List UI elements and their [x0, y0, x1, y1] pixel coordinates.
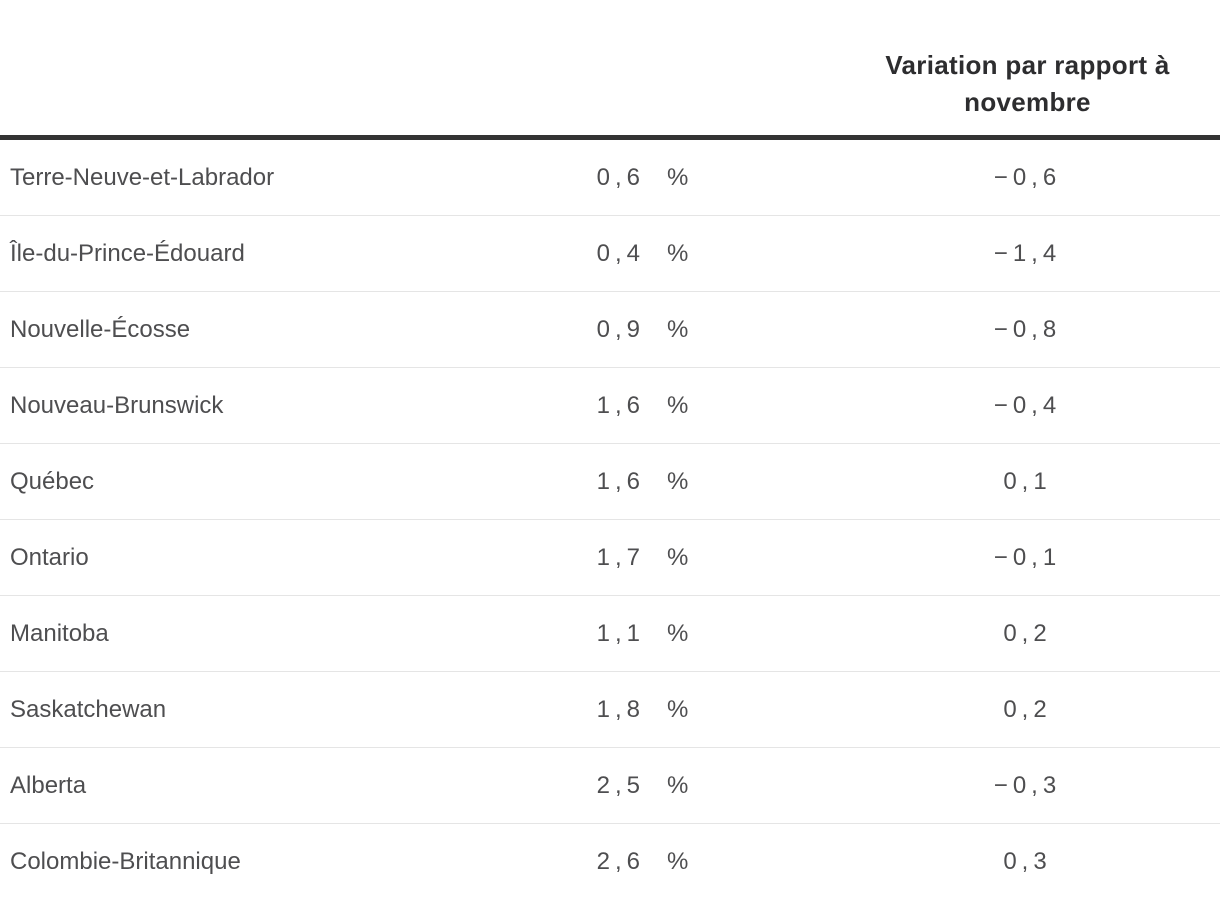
variation-column-header: Variation par rapport à novembre — [835, 47, 1220, 135]
rate-unit: % — [667, 848, 689, 875]
variation-value: −0,4 — [993, 391, 1062, 419]
variation-value: 0,2 — [1003, 619, 1052, 647]
rate-unit: % — [667, 467, 689, 495]
table-row: Colombie-Britannique 2,6 % 0,3 — [0, 824, 1220, 900]
province-name: Île-du-Prince-Édouard — [10, 239, 245, 267]
rate-value: 2,6 — [596, 848, 645, 875]
rate-value: 0,9 — [596, 315, 645, 343]
rate-value: 0,6 — [596, 163, 645, 191]
variation-value: −1,4 — [993, 239, 1062, 267]
province-name: Colombie-Britannique — [10, 848, 241, 875]
rate-value: 1,1 — [596, 619, 645, 647]
table-row: Nouveau-Brunswick 1,6 % −0,4 — [0, 368, 1220, 444]
rate-unit: % — [667, 315, 689, 343]
rate-unit: % — [667, 619, 689, 647]
variation-header-line2: novembre — [964, 87, 1091, 117]
rate-value: 1,6 — [596, 467, 645, 495]
rate-value: 1,6 — [596, 391, 645, 419]
rate-value: 1,7 — [596, 543, 645, 571]
table-row: Île-du-Prince-Édouard 0,4 % −1,4 — [0, 216, 1220, 292]
variation-value: 0,2 — [1003, 695, 1052, 723]
table-header: Variation par rapport à novembre — [0, 0, 1220, 140]
province-name: Ontario — [10, 543, 89, 571]
variation-value: 0,3 — [1003, 848, 1052, 875]
table-row: Ontario 1,7 % −0,1 — [0, 520, 1220, 596]
variation-value: −0,1 — [993, 543, 1062, 571]
variation-value: 0,1 — [1003, 467, 1052, 495]
rate-unit: % — [667, 771, 689, 799]
variation-value: −0,3 — [993, 771, 1062, 799]
rate-unit: % — [667, 239, 689, 267]
variation-header-line1: Variation par rapport à — [885, 50, 1170, 80]
table-body: Terre-Neuve-et-Labrador 0,6 % −0,6 Île-d… — [0, 140, 1220, 900]
province-name: Nouveau-Brunswick — [10, 391, 224, 419]
table-row: Nouvelle-Écosse 0,9 % −0,8 — [0, 292, 1220, 368]
rate-value: 1,8 — [596, 695, 645, 723]
province-name: Nouvelle-Écosse — [10, 315, 191, 343]
table-row: Québec 1,6 % 0,1 — [0, 444, 1220, 520]
province-name: Manitoba — [10, 619, 109, 647]
province-name: Saskatchewan — [10, 695, 167, 723]
table-row: Manitoba 1,1 % 0,2 — [0, 596, 1220, 672]
rate-unit: % — [667, 695, 689, 723]
rate-unit: % — [667, 543, 689, 571]
table-row: Terre-Neuve-et-Labrador 0,6 % −0,6 — [0, 140, 1220, 216]
rate-unit: % — [667, 391, 689, 419]
rate-value: 2,5 — [596, 771, 645, 799]
province-name: Québec — [10, 467, 95, 495]
rate-unit: % — [667, 163, 689, 191]
variation-value: −0,6 — [993, 163, 1062, 191]
rate-value: 0,4 — [596, 239, 645, 267]
table-row: Alberta 2,5 % −0,3 — [0, 748, 1220, 824]
province-name: Alberta — [10, 771, 87, 799]
province-name: Terre-Neuve-et-Labrador — [10, 163, 275, 191]
variation-value: −0,8 — [993, 315, 1062, 343]
table-row: Saskatchewan 1,8 % 0,2 — [0, 672, 1220, 748]
